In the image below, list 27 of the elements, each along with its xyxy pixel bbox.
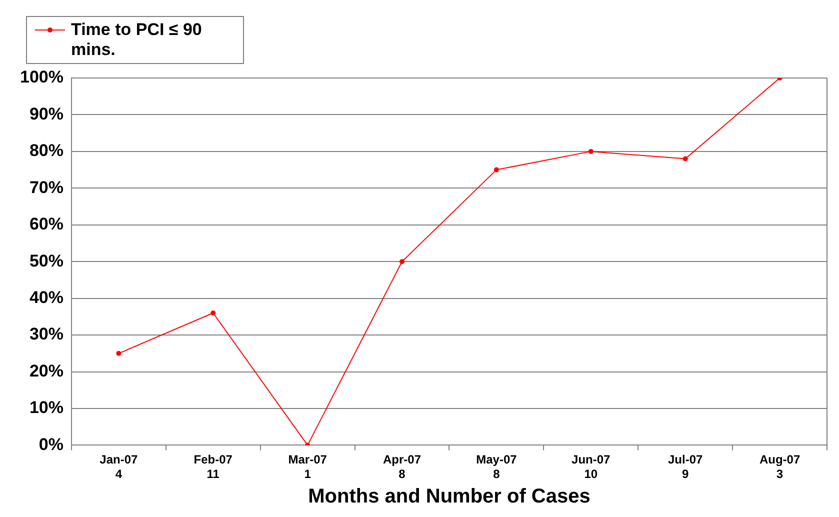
y-tick-label: 40%	[29, 288, 64, 308]
y-tick-label: 90%	[29, 104, 64, 124]
x-tick-label: Mar-07 1	[288, 452, 328, 482]
point	[494, 167, 499, 172]
x-tick-label: May-07 8	[476, 452, 518, 482]
y-tick-label: 10%	[29, 398, 64, 418]
y-tick-label: 50%	[29, 251, 64, 270]
point	[210, 310, 216, 316]
x-axis-title: Months and Number of Cases	[308, 486, 590, 508]
x-tick-label: Jan-07 4	[100, 452, 138, 482]
y-tick-label: 60%	[29, 214, 64, 234]
x-tick-label: Jun-07 10	[572, 452, 611, 482]
point	[400, 259, 405, 264]
y-tick-label: 0%	[38, 434, 64, 454]
x-tick-label: Feb-07 11	[194, 452, 233, 482]
point	[116, 350, 122, 356]
point	[588, 148, 594, 154]
point	[682, 156, 688, 162]
x-tick-label: Aug-07 3	[759, 452, 800, 482]
x-tick-label: Jul-07 9	[668, 452, 704, 482]
y-tick-label: 30%	[29, 324, 64, 344]
y-tick-label: 20%	[29, 361, 64, 380]
legend-label: Time to PCI ≤ 90 mins.	[71, 20, 203, 60]
y-tick-label: 80%	[29, 141, 64, 160]
x-tick-label: Apr-07 8	[383, 452, 422, 482]
y-tick-label: 100%	[20, 68, 64, 87]
y-tick-label: 70%	[29, 178, 64, 197]
